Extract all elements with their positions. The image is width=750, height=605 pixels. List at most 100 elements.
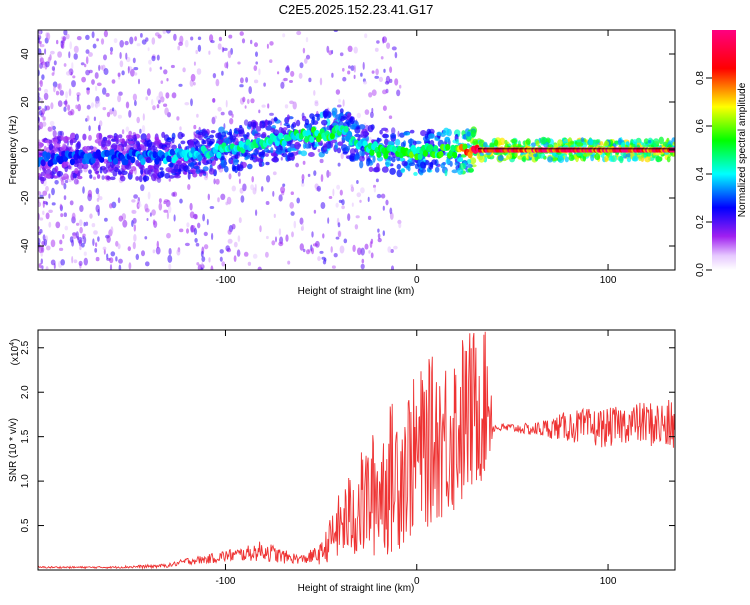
spectrogram-noise-cell <box>360 247 365 256</box>
spectrogram-noise-cell <box>83 221 86 227</box>
spectrogram-cell <box>517 143 522 148</box>
spectrogram-cell <box>339 108 344 114</box>
spectrogram-noise-cell <box>286 65 290 71</box>
spectrogram-noise-cell <box>382 36 385 44</box>
spectrogram-cell <box>626 156 632 163</box>
spectrogram-cell <box>672 152 675 157</box>
spectrogram-cell <box>138 175 143 183</box>
spectrogram-cell <box>557 155 565 164</box>
spectrogram-noise-cell <box>228 173 232 180</box>
spectrogram-noise-cell <box>163 69 168 75</box>
spectrogram-noise-cell <box>265 251 269 258</box>
spectrogram-ridge-cell <box>438 150 444 158</box>
spectrogram-noise-cell <box>73 53 78 60</box>
spectrogram-cell <box>165 167 173 173</box>
spectrogram-cell <box>157 171 165 178</box>
spectrogram-noise-cell <box>347 70 351 75</box>
spectrogram-cell <box>118 145 123 152</box>
spectrogram-cell <box>270 147 274 154</box>
spectrogram-cell <box>343 116 347 121</box>
spectrogram-noise-cell <box>301 174 305 181</box>
spectrogram-noise-cell <box>151 98 154 106</box>
spectrogram-noise-cell <box>62 234 65 239</box>
spectrogram-cell <box>614 140 619 145</box>
spectrogram-noise-cell <box>173 214 176 222</box>
spectrogram-noise-cell <box>67 104 71 111</box>
spectrogram-cell <box>547 156 553 163</box>
spectrogram-ridge-cell <box>140 158 146 166</box>
spectrogram-noise-cell <box>156 240 159 249</box>
spectrogram-cell <box>287 147 293 153</box>
spectrogram-noise-cell <box>134 36 138 42</box>
spectrogram-noise-cell <box>211 116 216 125</box>
spectrogram-ridge-cell <box>87 152 93 160</box>
spectrogram-noise-cell <box>43 200 48 205</box>
spectrogram-noise-cell <box>145 261 150 267</box>
spectrogram-noise-cell <box>60 179 65 186</box>
spectrogram-cell <box>221 131 227 138</box>
spectrogram-noise-cell <box>50 125 54 132</box>
spectrogram-noise-cell <box>48 221 52 228</box>
spectrogram-noise-cell <box>343 238 348 244</box>
spectrogram-cell <box>302 143 307 149</box>
spectrogram-noise-cell <box>50 259 56 266</box>
spectrogram-noise-cell <box>311 231 314 238</box>
spectrogram-noise-cell <box>39 262 42 269</box>
spectrogram-noise-cell <box>348 65 351 69</box>
spectrogram-cell <box>459 162 466 171</box>
spectrogram-cell <box>551 157 559 162</box>
spectrogram-noise-cell <box>373 186 377 193</box>
spectrogram-noise-cell <box>399 84 402 89</box>
spectrogram-noise-cell <box>85 56 89 65</box>
spectrogram-ridge-cell <box>372 141 378 148</box>
spectrogram-noise-cell <box>100 38 105 45</box>
spectrogram-noise-cell <box>171 192 176 197</box>
spectrogram-noise-cell <box>261 104 266 108</box>
spectrogram-cell <box>128 169 134 175</box>
spectrogram-noise-cell <box>93 230 98 235</box>
spectrogram-noise-cell <box>45 105 51 111</box>
spectrogram-noise-cell <box>289 80 293 83</box>
spectrogram-cell <box>135 176 140 181</box>
spectrogram-cell <box>270 127 276 133</box>
spectrogram-cell <box>224 165 229 173</box>
spectrogram-noise-cell <box>247 261 252 266</box>
spectrogram-cell <box>154 136 160 141</box>
spectrogram-noise-cell <box>133 234 137 242</box>
snr-y-tick-label: 0.5 <box>20 518 31 532</box>
spectrogram-noise-cell <box>322 233 325 239</box>
spectrogram-noise-cell <box>147 191 151 200</box>
spectrogram-noise-cell <box>43 92 49 101</box>
spectrogram-noise-cell <box>42 190 48 196</box>
spectrogram-cell <box>54 165 59 173</box>
spectrogram-noise-cell <box>141 250 145 257</box>
spectrogram-cell <box>220 156 225 161</box>
spectrogram-noise-cell <box>156 95 160 102</box>
spectrogram-noise-cell <box>300 182 305 187</box>
spectrogram-noise-cell <box>227 229 232 235</box>
spectrogram-noise-cell <box>71 80 76 88</box>
spectrogram-cell <box>507 152 513 160</box>
spectrogram-cell <box>217 132 222 140</box>
spectrogram-noise-cell <box>367 196 370 202</box>
spectrogram-noise-cell <box>291 231 294 238</box>
spectrogram-noise-cell <box>118 215 124 222</box>
spectrogram-noise-cell <box>238 178 241 184</box>
spectrogram-cell <box>233 128 238 134</box>
spectrogram-cell <box>267 120 273 126</box>
spectrogram-marks <box>38 30 675 270</box>
spectrogram-noise-cell <box>131 209 135 214</box>
spectrogram-cell <box>128 138 133 142</box>
spectrogram-cell <box>286 154 290 160</box>
spectrogram-noise-cell <box>85 34 90 41</box>
spectrogram-cell <box>345 146 351 151</box>
spectrogram-noise-cell <box>94 103 97 107</box>
spectrogram-noise-cell <box>146 218 149 221</box>
spectrogram-noise-cell <box>91 31 95 39</box>
spectrogram-cell <box>454 161 459 166</box>
spectrogram-x-tick-label: -100 <box>215 275 235 286</box>
spectrogram-cell <box>278 126 283 135</box>
spectrogram-noise-cell <box>220 111 225 116</box>
snr-x-tick-label: 0 <box>414 576 420 587</box>
